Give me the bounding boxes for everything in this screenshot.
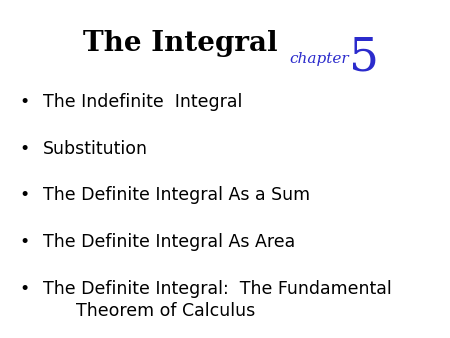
Text: The Integral: The Integral bbox=[83, 30, 277, 57]
Text: The Definite Integral As a Sum: The Definite Integral As a Sum bbox=[43, 186, 310, 204]
Text: •: • bbox=[20, 233, 30, 251]
Text: •: • bbox=[20, 280, 30, 297]
Text: chapter: chapter bbox=[289, 52, 349, 66]
Text: The Indefinite  Integral: The Indefinite Integral bbox=[43, 93, 242, 111]
Text: The Definite Integral As Area: The Definite Integral As Area bbox=[43, 233, 295, 251]
Text: •: • bbox=[20, 140, 30, 158]
Text: Substitution: Substitution bbox=[43, 140, 148, 158]
Text: 5: 5 bbox=[349, 35, 379, 81]
Text: •: • bbox=[20, 186, 30, 204]
Text: •: • bbox=[20, 93, 30, 111]
Text: The Definite Integral:  The Fundamental
      Theorem of Calculus: The Definite Integral: The Fundamental T… bbox=[43, 280, 392, 320]
